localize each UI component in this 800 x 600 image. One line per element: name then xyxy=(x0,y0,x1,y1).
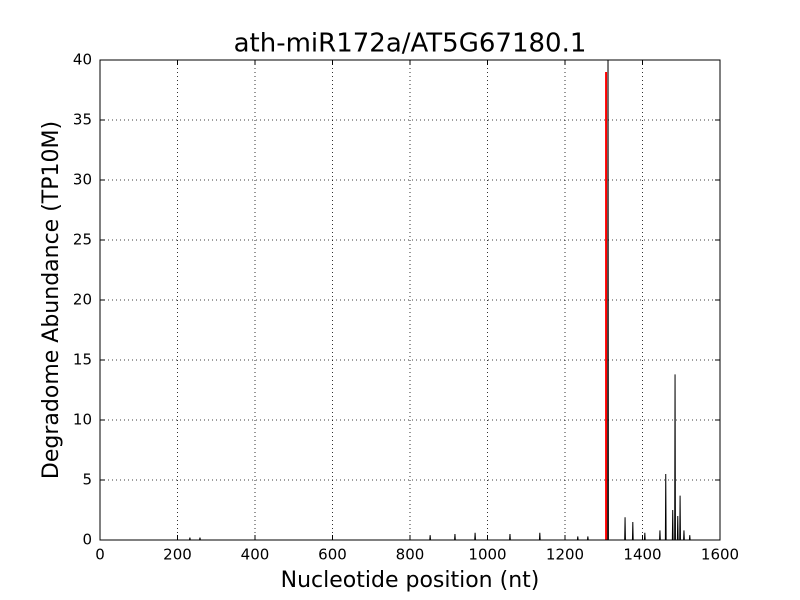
x-tick-label: 400 xyxy=(241,546,270,564)
data-line xyxy=(100,60,691,540)
y-tick-label: 40 xyxy=(73,51,92,69)
y-axis-label: Degradome Abundance (TP10M) xyxy=(39,121,64,479)
chart-title: ath-miR172a/AT5G67180.1 xyxy=(234,29,587,59)
y-tick-label: 10 xyxy=(73,411,92,429)
x-tick-label: 200 xyxy=(163,546,192,564)
y-tick-label: 35 xyxy=(73,111,92,129)
x-axis-label: Nucleotide position (nt) xyxy=(281,568,540,593)
ticks: 0 200 400 600 800 1000 1200 1400 1600 0 5 10 15 20 25 3… xyxy=(73,51,739,564)
x-tick-label: 1400 xyxy=(623,546,661,564)
x-tick-label: 800 xyxy=(396,546,425,564)
y-tick-label: 20 xyxy=(73,291,92,309)
x-tick-label: 1000 xyxy=(468,546,506,564)
y-tick-label: 25 xyxy=(73,231,92,249)
y-tick-label: 0 xyxy=(82,531,92,549)
x-tick-label: 1600 xyxy=(701,546,739,564)
x-tick-label: 0 xyxy=(95,546,105,564)
y-tick-label: 5 xyxy=(82,471,92,489)
grid xyxy=(99,59,721,541)
y-tick-label: 30 xyxy=(73,171,92,189)
y-tick-label: 15 xyxy=(73,351,92,369)
x-tick-label: 600 xyxy=(318,546,347,564)
x-tick-label: 1200 xyxy=(546,546,584,564)
series-layer xyxy=(100,60,691,540)
